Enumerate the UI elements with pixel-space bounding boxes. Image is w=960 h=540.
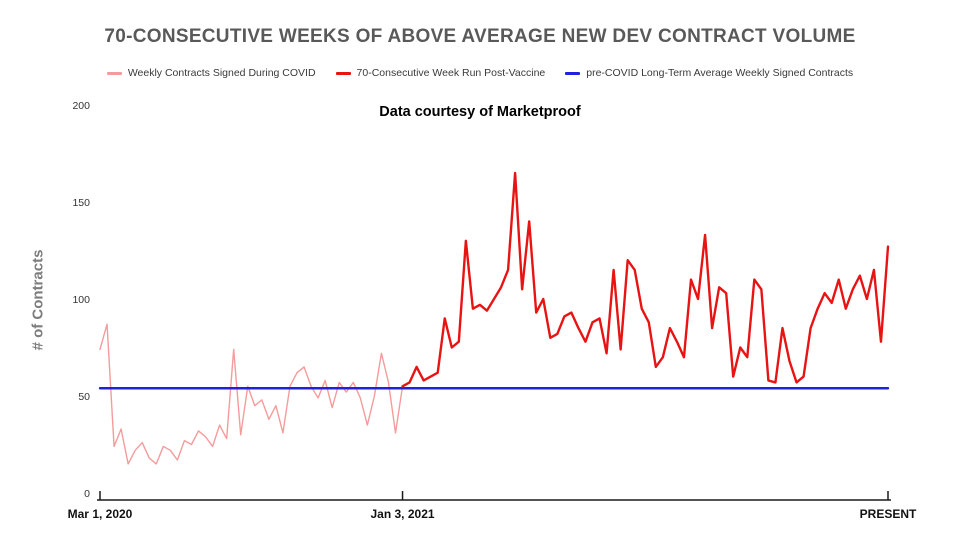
y-tick-label: 50	[78, 391, 90, 403]
legend-item-post-vaccine-run[interactable]: 70-Consecutive Week Run Post-Vaccine	[335, 67, 546, 79]
y-tick-label: 150	[72, 197, 90, 209]
legend-marker-covid-weekly	[106, 71, 122, 75]
series-lines	[98, 171, 890, 465]
x-tick-label: Jan 3, 2021	[371, 507, 435, 521]
chart-subtitle: Data courtesy of Marketproof	[379, 104, 581, 120]
legend-label-post-vaccine-run: 70-Consecutive Week Run Post-Vaccine	[356, 67, 546, 79]
legend-item-covid-weekly[interactable]: Weekly Contracts Signed During COVID	[106, 67, 316, 79]
x-tick-labels: Mar 1, 2020 Jan 3, 2021 PRESENT	[68, 507, 917, 521]
y-tick-labels: 0 50 100 150 200	[72, 100, 90, 500]
y-tick-label: 100	[72, 294, 90, 306]
legend-marker-post-vaccine-run	[335, 71, 351, 75]
legend-label-covid-weekly: Weekly Contracts Signed During COVID	[127, 67, 316, 79]
legend-item-precovid-average[interactable]: pre-COVID Long-Term Average Weekly Signe…	[565, 67, 853, 79]
y-tick-label: 200	[72, 100, 90, 112]
legend-label-precovid-average: pre-COVID Long-Term Average Weekly Signe…	[586, 67, 854, 79]
series-line-0	[99, 323, 404, 465]
y-tick-label: 0	[84, 488, 90, 500]
x-axis	[97, 491, 891, 501]
series-line-1	[401, 171, 890, 388]
chart-legend: Weekly Contracts Signed During COVID 70-…	[0, 67, 960, 79]
chart-title: 70-CONSECUTIVE WEEKS OF ABOVE AVERAGE NE…	[104, 26, 856, 47]
x-tick-label: PRESENT	[860, 507, 917, 521]
x-tick-label: Mar 1, 2020	[68, 507, 133, 521]
legend-marker-precovid-average	[565, 71, 581, 75]
